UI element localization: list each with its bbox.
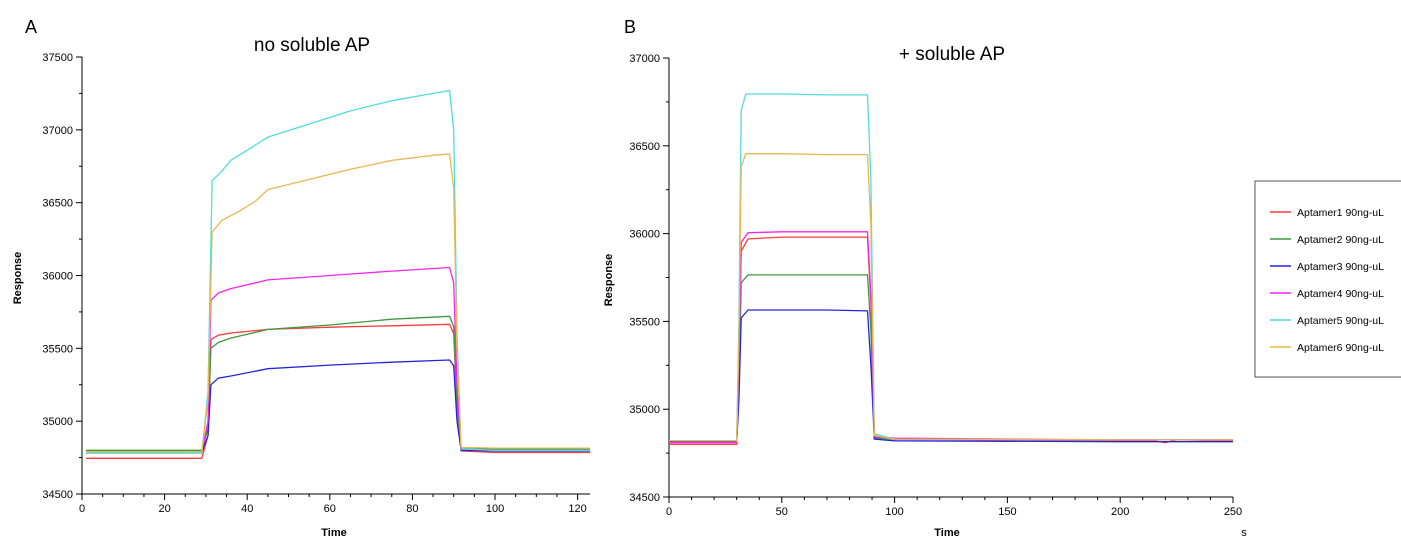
panel-b-x-tick-label: 200 — [1111, 506, 1129, 518]
panel-a-series-line-3 — [86, 359, 590, 454]
panel-a-x-tick-label: 20 — [158, 503, 170, 515]
panel-a-x-tick-label: 80 — [406, 503, 418, 515]
panel-b-y-axis-label: Response — [603, 254, 615, 307]
panel-a-y-tick-label: 36500 — [42, 198, 73, 210]
panel-b-y-tick-label: 35500 — [629, 316, 660, 328]
panel-a-x-tick-label: 0 — [79, 503, 85, 515]
panel-b-x-tick-label: 250 — [1224, 506, 1242, 518]
panel-a-y-tick-label: 35500 — [42, 343, 73, 355]
legend-entry-label: Aptamer2 90ng-uL — [1297, 234, 1384, 246]
panel-b-y-tick-label: 36000 — [629, 229, 660, 241]
panel-b-label: B — [624, 17, 636, 37]
panel-a-title: no soluble AP — [254, 35, 370, 56]
panel-a-x-tick-label: 60 — [324, 503, 336, 515]
panel-b-x-tick-label: 50 — [776, 506, 788, 518]
panel-a-y-tick-label: 37000 — [42, 125, 73, 137]
legend-entry-label: Aptamer4 90ng-uL — [1297, 288, 1384, 300]
legend-box — [1254, 180, 1401, 378]
panel-b-x-tick-label: 0 — [666, 506, 672, 518]
panel-b-y-tick-label: 37000 — [629, 53, 660, 65]
panel-a-label: A — [25, 17, 37, 37]
panel-b-x-tick-label: 100 — [885, 506, 903, 518]
panel-a-y-axis-label: Response — [12, 252, 24, 305]
panel-a-series-line-6 — [86, 153, 590, 453]
panel-a-y-tick-label: 37500 — [42, 52, 73, 64]
panel-a-x-axis-label: Time — [321, 527, 346, 539]
panel-b-series-line-6 — [669, 153, 1233, 442]
panel-b-plot-area: 0 50 100 150 200 250 34500 35000 35500 36000 36500… — [629, 53, 1242, 518]
panel-b-title: + soluble AP — [899, 44, 1005, 65]
panel-b-y-tick-label: 35000 — [629, 404, 660, 416]
panel-b-y-tick-label: 34500 — [629, 492, 660, 504]
legend-entry-label: Aptamer6 90ng-uL — [1297, 342, 1384, 354]
panel-a-x-tick-label: 120 — [568, 503, 586, 515]
panel-b-series-line-3 — [669, 309, 1233, 443]
panel-b-x-unit-label: s — [1241, 527, 1247, 539]
panel-b-y-tick-label: 36500 — [629, 141, 660, 153]
panel-b: B + soluble AP Time s Response 0 50 100 150… — [603, 17, 1401, 539]
legend: Aptamer1 90ng-uL Aptamer2 90ng-uL Aptamer3… — [1254, 180, 1401, 378]
panel-b-x-tick-label: 150 — [998, 506, 1016, 518]
panel-a-x-tick-label: 100 — [486, 503, 504, 515]
legend-entry-label: Aptamer5 90ng-uL — [1297, 315, 1384, 327]
panel-a-y-tick-label: 35000 — [42, 416, 73, 428]
panel-a: A no soluble AP Time Response 0 20 40 60 80 1… — [12, 17, 590, 539]
panel-a-y-tick-label: 36000 — [42, 271, 73, 283]
legend-entry-label: Aptamer1 90ng-uL — [1297, 207, 1384, 219]
panel-a-x-tick-label: 40 — [241, 503, 253, 515]
panel-a-y-tick-label: 34500 — [42, 489, 73, 501]
panel-b-x-axis-label: Time — [934, 527, 959, 539]
legend-entry-label: Aptamer3 90ng-uL — [1297, 261, 1384, 273]
panel-a-plot-area: 0 20 40 60 80 100 120 34500 35000 35500 36000 36500… — [42, 52, 590, 515]
